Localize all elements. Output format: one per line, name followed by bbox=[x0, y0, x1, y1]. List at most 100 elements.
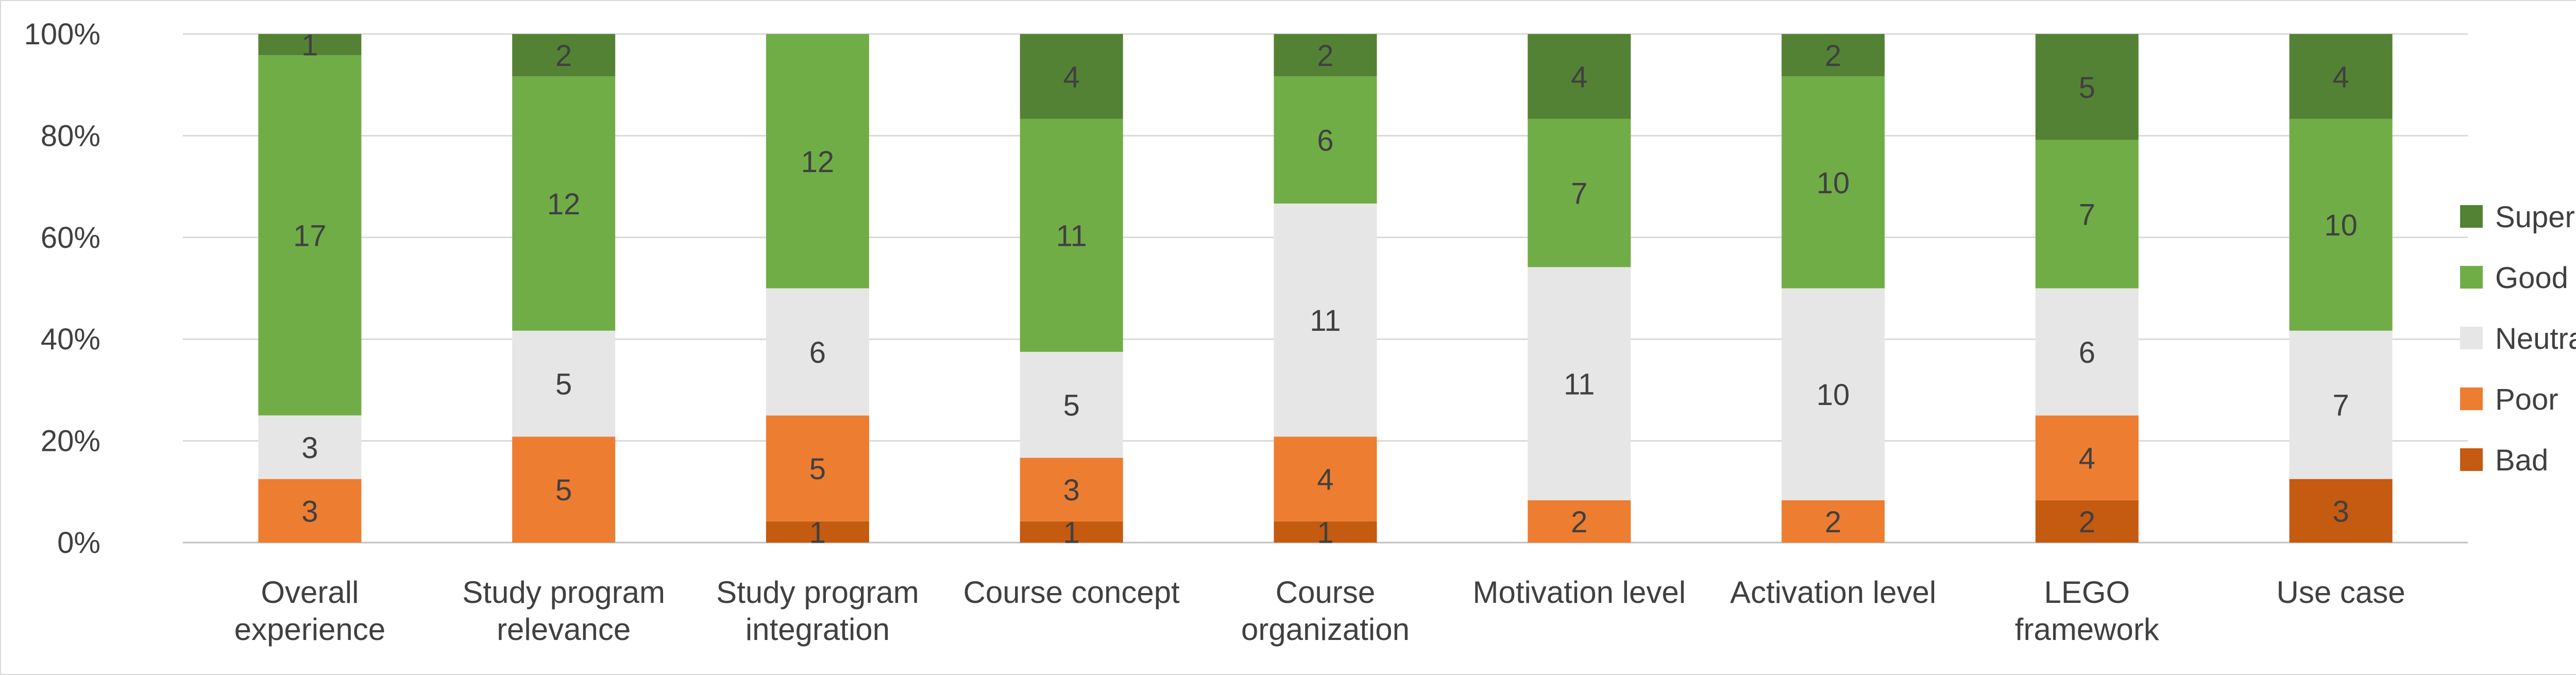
data-label: 3 bbox=[301, 495, 318, 528]
legend-label-bad: Bad bbox=[2495, 444, 2548, 477]
bar-segment-neutral bbox=[512, 330, 616, 437]
y-tick-label: 20% bbox=[41, 425, 100, 458]
data-label: 10 bbox=[1817, 378, 1850, 412]
legend-swatch-super bbox=[2460, 205, 2483, 228]
data-label: 11 bbox=[1564, 368, 1595, 401]
data-label: 2 bbox=[1825, 505, 1841, 539]
bar-segment-good bbox=[766, 34, 869, 289]
y-tick-label: 0% bbox=[57, 526, 100, 560]
bar-segment-good bbox=[1528, 119, 1631, 267]
bar-segment-bad bbox=[766, 521, 869, 543]
bar-segment-neutral bbox=[258, 415, 362, 479]
data-label: 4 bbox=[1571, 60, 1587, 94]
data-label: 7 bbox=[1571, 177, 1587, 210]
bar-segment-poor bbox=[1020, 458, 1123, 521]
bar-segment-poor bbox=[1528, 500, 1631, 543]
bar-segment-bad bbox=[1020, 521, 1123, 543]
x-category-label: Study program integration bbox=[716, 575, 919, 647]
data-label: 1 bbox=[1063, 516, 1080, 549]
data-label: 11 bbox=[1310, 304, 1341, 338]
bar-segment-good bbox=[1782, 76, 1885, 289]
data-label: 4 bbox=[1063, 60, 1080, 94]
data-label: 2 bbox=[1825, 39, 1841, 73]
y-axis-ticks: 0% 20% 40% 60% 80% 100% bbox=[24, 18, 100, 560]
x-category-label: Course organization bbox=[1241, 575, 1410, 647]
bar-segment-super bbox=[1020, 34, 1123, 119]
bar-segment-poor bbox=[1274, 436, 1377, 521]
data-label: 3 bbox=[2332, 495, 2349, 528]
bar-segment-poor bbox=[1782, 500, 1885, 543]
legend-swatch-good bbox=[2460, 266, 2483, 289]
bar-segment-good bbox=[1020, 119, 1123, 352]
data-label: 4 bbox=[1317, 463, 1333, 497]
data-label: 3 bbox=[301, 431, 318, 465]
bar-segment-super bbox=[1528, 34, 1631, 119]
bar-segment-bad bbox=[2289, 479, 2393, 543]
x-category-label: Use case bbox=[2277, 575, 2405, 610]
data-label: 4 bbox=[2079, 442, 2095, 476]
bar-segment-super bbox=[1782, 34, 1885, 77]
bar-segment-bad bbox=[1274, 521, 1377, 543]
legend: Super Good Neutral Poor Bad bbox=[2460, 200, 2576, 477]
bar-segment-neutral bbox=[766, 288, 869, 416]
data-label: 6 bbox=[2079, 336, 2095, 369]
data-label: 2 bbox=[1317, 39, 1333, 73]
x-category-label: Motivation level bbox=[1473, 575, 1686, 610]
data-label: 10 bbox=[1817, 166, 1850, 200]
data-label: 7 bbox=[2332, 389, 2349, 423]
bar-segment-bad bbox=[2035, 500, 2139, 543]
bar-segment-neutral bbox=[2035, 288, 2139, 416]
bar-segment-neutral bbox=[1782, 288, 1885, 500]
data-label: 11 bbox=[1056, 220, 1087, 253]
bar-segment-neutral bbox=[2289, 330, 2393, 479]
data-label: 12 bbox=[547, 188, 581, 221]
data-label: 5 bbox=[809, 452, 826, 486]
bar-segment-super bbox=[258, 34, 362, 56]
x-category-label: LEGO framework bbox=[2015, 575, 2160, 647]
data-label: 2 bbox=[555, 39, 572, 73]
bar-segment-poor bbox=[2035, 415, 2139, 500]
data-label: 6 bbox=[1317, 124, 1333, 158]
bar-segment-good bbox=[1274, 76, 1377, 204]
y-tick-label: 60% bbox=[41, 221, 100, 255]
y-tick-label: 100% bbox=[24, 18, 100, 51]
bar-segment-super bbox=[512, 34, 616, 77]
y-tick-label: 40% bbox=[41, 323, 100, 356]
bar-segment-neutral bbox=[1528, 267, 1631, 500]
legend-label-poor: Poor bbox=[2495, 383, 2558, 416]
data-label: 2 bbox=[2079, 505, 2095, 539]
data-label: 2 bbox=[1571, 505, 1587, 539]
x-category-label: Course concept bbox=[963, 575, 1180, 610]
x-category-label: Activation level bbox=[1730, 575, 1936, 610]
legend-label-good: Good bbox=[2495, 261, 2568, 295]
data-label: 4 bbox=[2332, 60, 2349, 94]
data-label: 7 bbox=[2079, 198, 2095, 232]
data-label: 5 bbox=[2079, 71, 2095, 105]
data-label: 3 bbox=[1063, 474, 1080, 507]
bars: 3317155122156121351141411622117421010224… bbox=[258, 29, 2393, 549]
y-tick-label: 80% bbox=[41, 119, 100, 153]
data-label: 1 bbox=[809, 516, 826, 549]
bar-segment-poor bbox=[766, 415, 869, 521]
legend-swatch-poor bbox=[2460, 387, 2483, 410]
legend-label-super: Super bbox=[2495, 200, 2575, 234]
x-category-label: Study program relevance bbox=[462, 575, 665, 647]
data-label: 5 bbox=[555, 368, 572, 401]
bar-segment-super bbox=[1274, 34, 1377, 77]
bar-segment-good bbox=[512, 76, 616, 331]
x-axis-categories: Overall experience Study program relevance S… bbox=[234, 575, 2405, 647]
legend-swatch-neutral bbox=[2460, 327, 2483, 349]
data-label: 12 bbox=[801, 145, 835, 179]
data-label: 1 bbox=[1317, 516, 1333, 549]
x-category-label: Overall experience bbox=[234, 575, 386, 647]
bar-segment-good bbox=[2289, 119, 2393, 331]
bar-segment-super bbox=[2289, 34, 2393, 119]
bar-segment-poor bbox=[258, 479, 362, 543]
data-label: 17 bbox=[293, 220, 327, 253]
data-label: 10 bbox=[2324, 209, 2358, 242]
bar-segment-poor bbox=[512, 436, 616, 543]
legend-label-neutral: Neutral bbox=[2495, 322, 2576, 356]
bar-segment-super bbox=[2035, 34, 2139, 140]
bar-segment-neutral bbox=[1274, 204, 1377, 437]
